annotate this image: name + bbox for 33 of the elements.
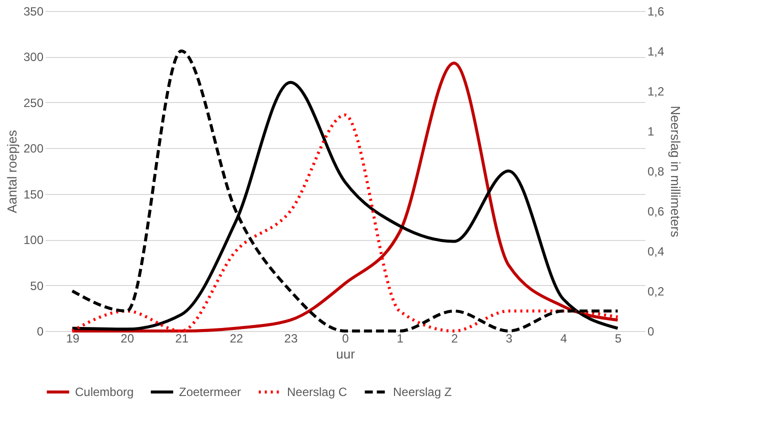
y2-tick-label: 1,6 [648, 4, 665, 18]
y2-tick-label: 1 [648, 124, 654, 138]
y-axis-title: Aantal roepjes [4, 129, 20, 214]
x-tick-label: 19 [66, 332, 80, 346]
x-tick-label: 22 [230, 332, 244, 346]
x-tick-label: 20 [120, 332, 134, 346]
y-tick-label: 300 [23, 50, 44, 64]
y-tick-label: 100 [23, 233, 44, 248]
y2-tick-label: 1,4 [648, 44, 665, 58]
y-tick-label: 200 [23, 142, 44, 156]
x-tick-label: 1 [396, 332, 404, 346]
x-tick-label: 0 [342, 332, 350, 346]
x-tick-label: 5 [614, 332, 622, 346]
y2-tick-label: 1,2 [648, 84, 665, 98]
legend-label: Neerslag Z [393, 385, 452, 399]
legend-label: Zoetermeer [179, 385, 242, 399]
y2-tick-label: 0,6 [648, 204, 665, 218]
y-tick-label: 250 [23, 96, 44, 110]
x-axis-title: uur [336, 346, 356, 362]
y-tick-label: 350 [23, 4, 44, 18]
x-tick-label: 21 [175, 332, 189, 346]
x-tick-label: 4 [560, 332, 568, 346]
y2-axis-title: Neerslag in millimeters [668, 106, 684, 238]
legend-label: Neerslag C [287, 385, 348, 399]
y-tick-label: 150 [23, 187, 44, 202]
x-tick-label: 23 [284, 332, 298, 346]
y2-tick-label: 0,4 [648, 244, 665, 258]
y2-tick-label: 0,8 [648, 164, 665, 178]
legend-label: Culemborg [75, 385, 134, 399]
y-tick-label: 50 [30, 278, 44, 293]
x-tick-label: 3 [506, 332, 513, 346]
x-tick-label: 2 [451, 332, 458, 346]
y2-tick-label: 0,2 [648, 284, 665, 298]
